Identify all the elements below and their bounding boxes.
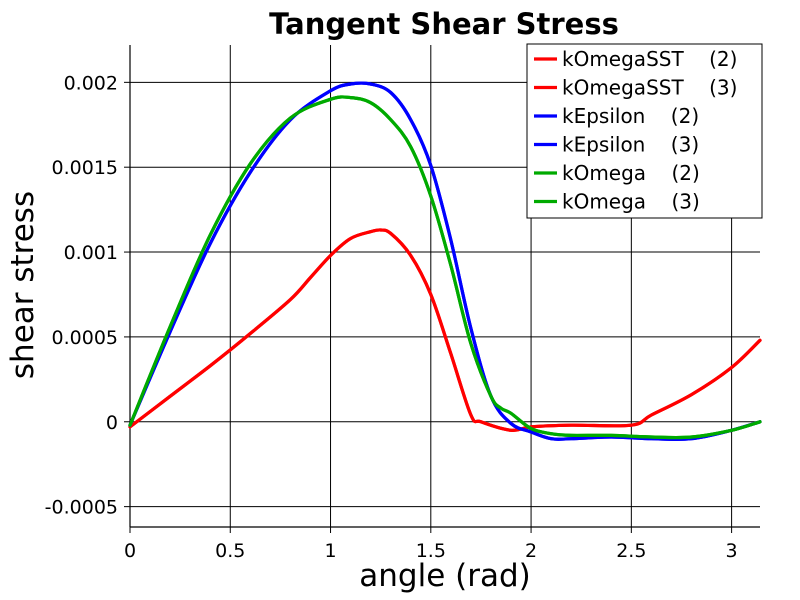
legend-label: kOmegaSST (2) [562,47,737,71]
x-tick-label: 0 [124,540,136,562]
x-tick-label: 2 [525,540,537,562]
series-line-5 [128,95,762,440]
legend-label: kEpsilon (3) [562,133,699,157]
y-tick-label: -0.0005 [45,497,118,519]
series-layer [128,81,762,442]
legend-label: kOmega (3) [562,190,700,214]
legend-label: kEpsilon (2) [562,104,699,128]
x-axis-ticks: 0 0.5 1 1.5 2 2.5 3 [124,527,738,562]
x-axis-title: angle (rad) [359,558,530,594]
legend: kOmegaSST (2) kOmegaSST (3) kEpsilon (2) kE… [526,43,763,219]
chart-title: Tangent Shear Stress [269,7,619,41]
legend-box [526,43,763,219]
plot-frame [129,45,760,528]
legend-label: kOmegaSST (3) [562,76,737,100]
x-tick-label: 0.5 [215,540,245,562]
x-tick-label: 2.5 [616,540,646,562]
y-tick-label: 0.002 [64,72,118,94]
y-tick-label: 0.0005 [52,327,118,349]
y-tick-label: 0.001 [64,242,118,264]
y-axis-title: shear stress [5,191,41,379]
y-tick-label: 0 [106,412,118,434]
y-axis-ticks: -0.0005 0 0.0005 0.001 0.0015 0.002 [45,72,130,519]
x-tick-label: 1 [324,540,336,562]
x-tick-label: 3 [726,540,738,562]
y-tick-label: 0.0015 [52,157,118,179]
legend-label: kOmega (2) [562,161,700,185]
series-line-0 [128,228,762,433]
series-line-1 [128,228,762,433]
x-tick-label: 1.5 [416,540,446,562]
